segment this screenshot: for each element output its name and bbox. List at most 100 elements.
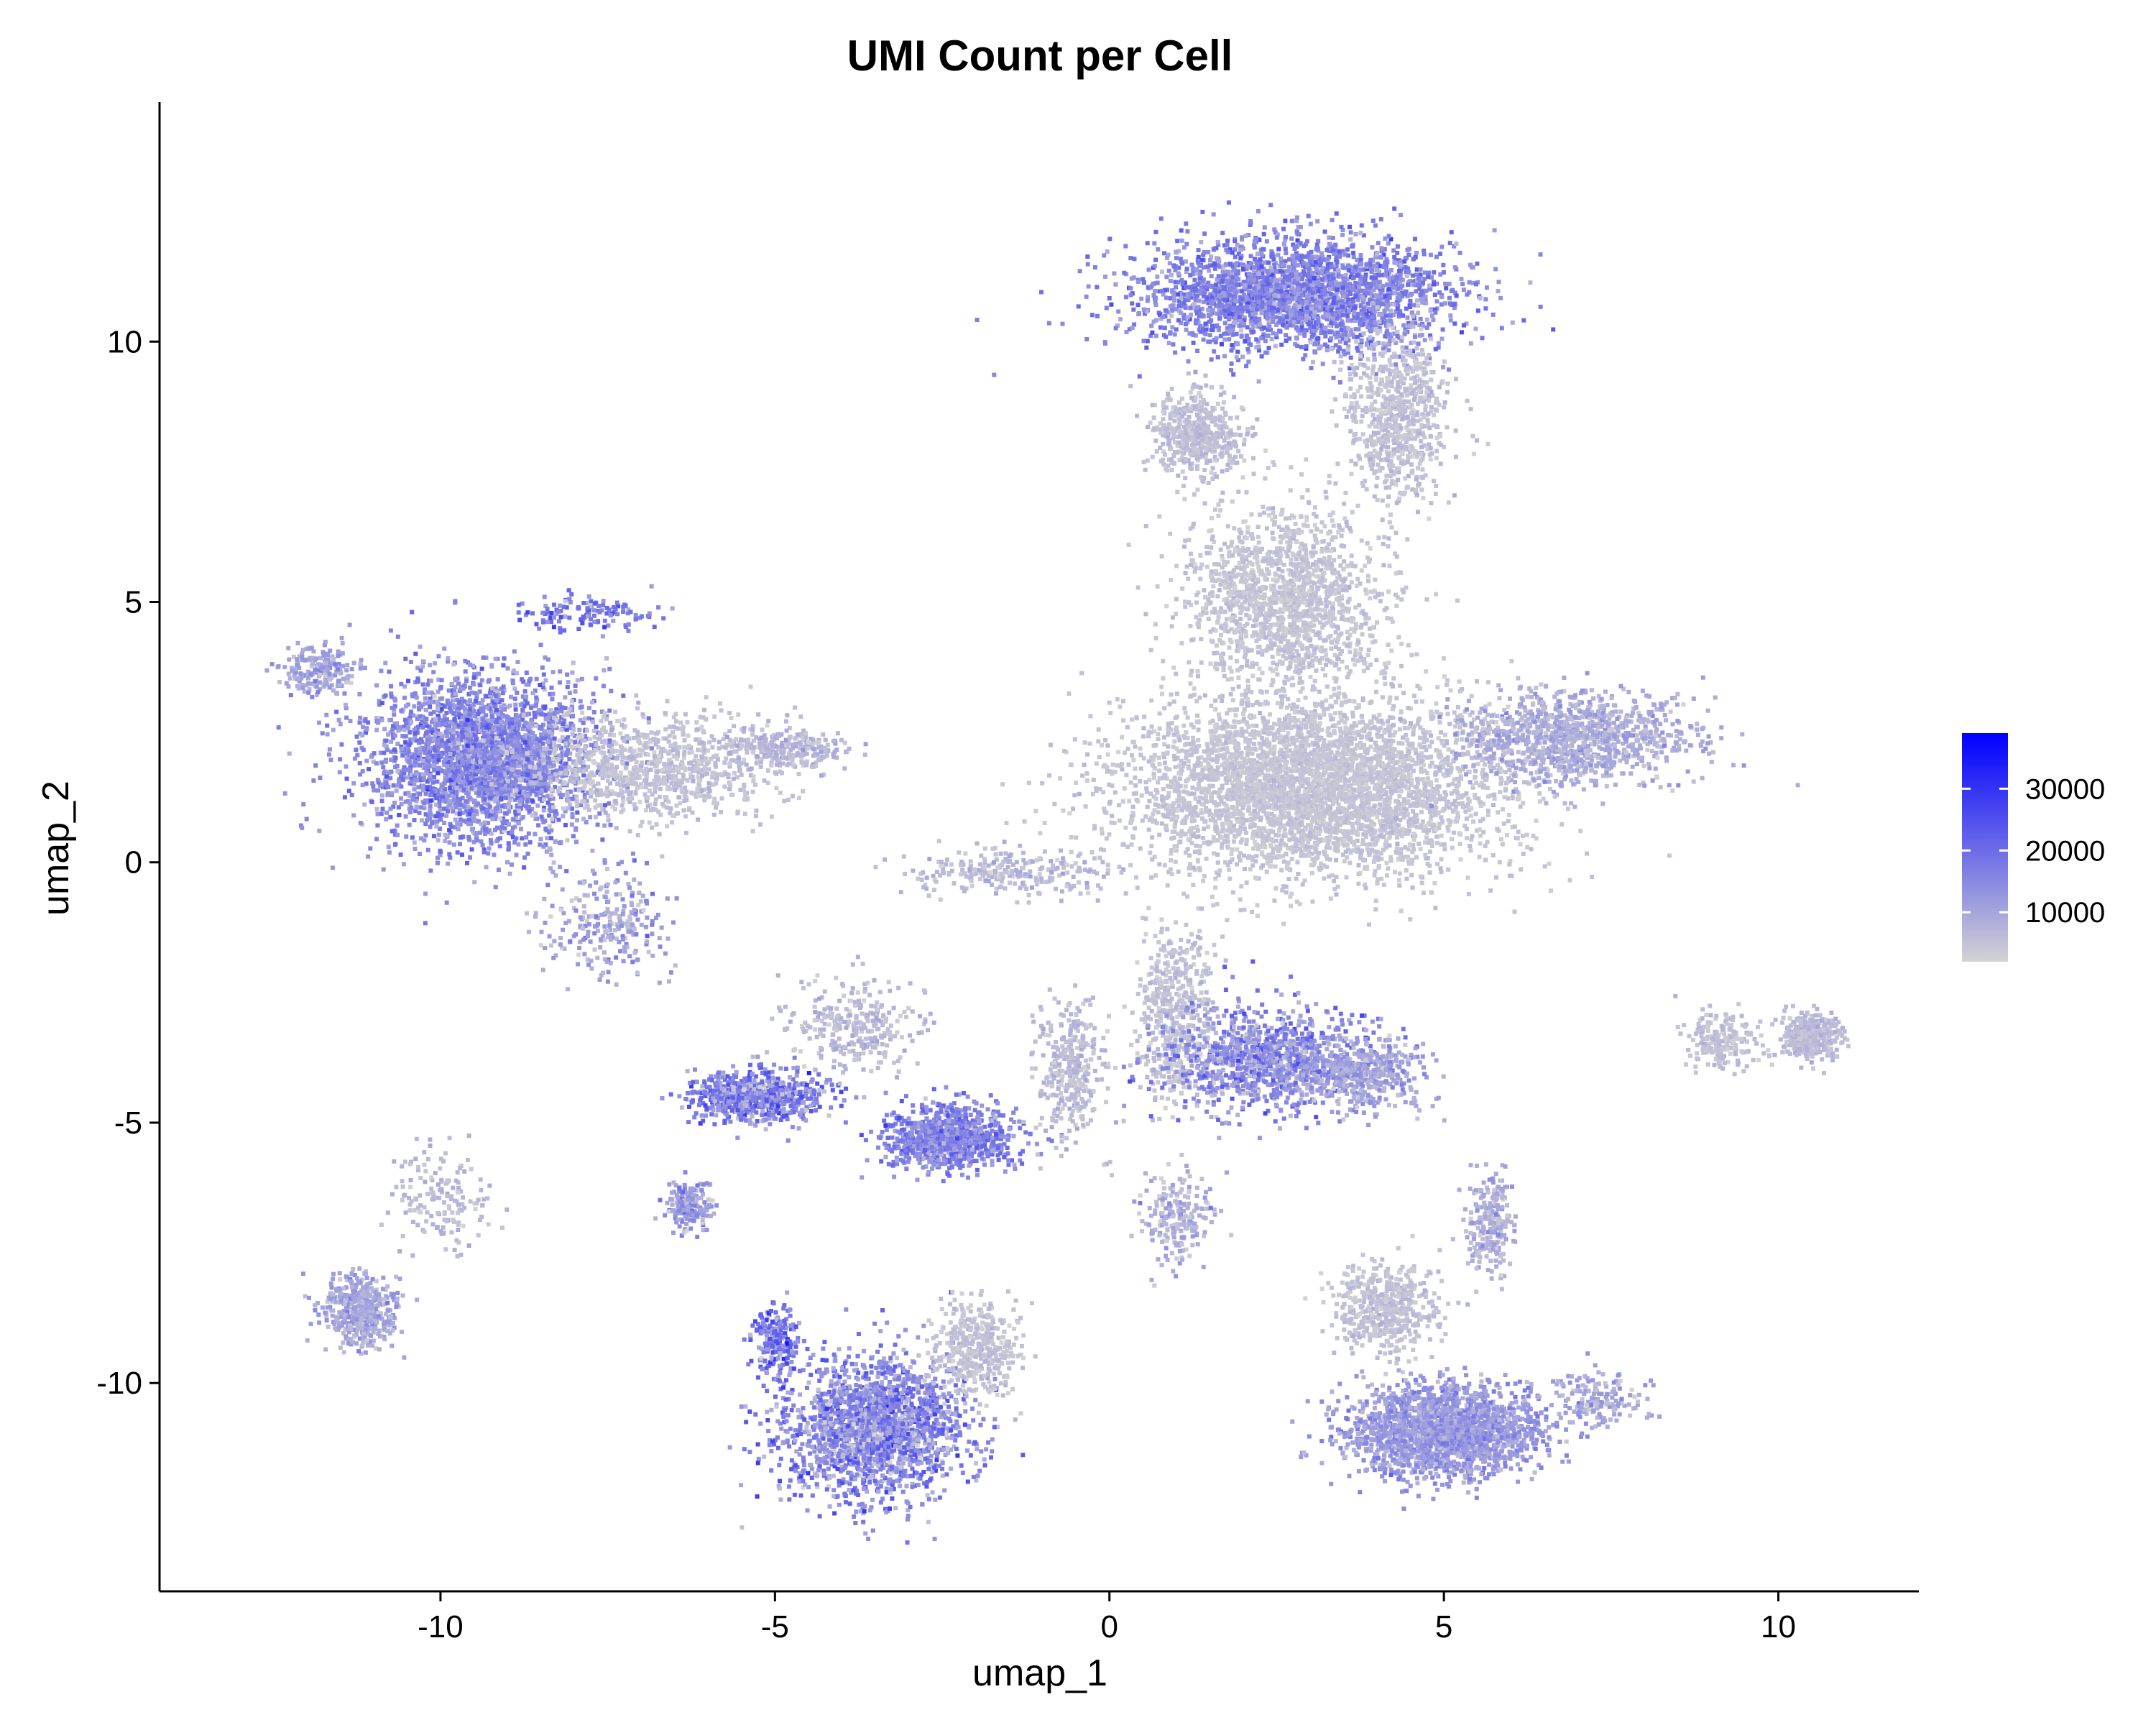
cell-point (1164, 295, 1169, 300)
cell-point (1404, 445, 1409, 449)
cell-point (1271, 531, 1275, 535)
cell-point (1421, 467, 1425, 472)
cell-point (1234, 262, 1238, 267)
cell-point (1386, 504, 1390, 508)
cell-point (1386, 452, 1391, 456)
cell-point (1470, 265, 1474, 270)
cell-point (1194, 267, 1199, 272)
cell-point (1393, 362, 1398, 367)
cell-point (1318, 620, 1322, 625)
cell-point (1154, 303, 1158, 307)
cell-point (1349, 395, 1353, 399)
cell-point (1222, 598, 1227, 602)
cell-point (1084, 295, 1089, 299)
cell-point (1235, 305, 1240, 310)
cell-point (1234, 433, 1238, 437)
cell-point (1388, 358, 1392, 362)
cell-point (1362, 331, 1366, 336)
cell-point (1194, 288, 1198, 293)
cell-point (1210, 417, 1214, 421)
cell-point (1178, 458, 1182, 462)
cell-point (1460, 277, 1464, 281)
cell-point (1270, 254, 1274, 259)
cell-point (1434, 299, 1439, 303)
cell-point (1262, 596, 1266, 600)
cell-point (1304, 344, 1309, 349)
cell-point (1240, 235, 1244, 239)
cell-point (1284, 251, 1288, 255)
cell-point (1480, 336, 1485, 340)
cell-point (1379, 364, 1383, 369)
cell-point (1327, 236, 1331, 240)
cell-point (1272, 463, 1276, 467)
cell-point (1297, 305, 1302, 309)
cell-point (1240, 334, 1244, 338)
cell-point (1388, 313, 1393, 318)
cell-point (1378, 419, 1382, 423)
cell-point (1325, 267, 1329, 272)
cell-point (1377, 456, 1381, 460)
cell-point (1189, 390, 1193, 395)
cell-point (1142, 339, 1146, 343)
cell-point (1161, 417, 1166, 421)
cell-point (1233, 321, 1238, 325)
cell-point (1239, 633, 1243, 638)
cell-point (1447, 500, 1451, 505)
cell-point (1356, 349, 1360, 353)
cell-point (1266, 282, 1270, 286)
cell-point (1368, 596, 1372, 600)
cell-point (1382, 563, 1386, 567)
cell-point (1399, 642, 1404, 646)
cell-point (1400, 450, 1404, 454)
cell-point (1360, 466, 1364, 470)
cell-point (1084, 337, 1089, 341)
cell-point (1455, 294, 1459, 298)
cell-point (1194, 593, 1199, 597)
cell-point (1220, 446, 1225, 450)
cell-point (1299, 345, 1304, 349)
cell-point (1419, 487, 1424, 492)
cell-point (1378, 382, 1382, 386)
cell-point (1266, 316, 1270, 321)
cell-point (1434, 592, 1438, 597)
cell-point (1146, 339, 1150, 344)
cell-point (1252, 303, 1256, 308)
cell-point (1260, 311, 1264, 316)
cell-point (1419, 445, 1424, 449)
cell-point (1210, 295, 1215, 299)
cell-point (1231, 687, 1235, 691)
cell-point (1434, 347, 1438, 351)
cell-point (1323, 648, 1327, 653)
cell-point (1349, 356, 1353, 360)
cell-point (1159, 216, 1164, 221)
cell-point (1465, 399, 1470, 403)
cell-point (1268, 638, 1273, 642)
cell-point (1136, 303, 1141, 307)
cell-point (1170, 325, 1174, 329)
cell-point (1379, 246, 1383, 250)
cell-point (1327, 474, 1332, 478)
cell-point (1182, 301, 1187, 305)
cell-point (1353, 462, 1358, 466)
cell-point (1171, 428, 1176, 432)
cell-point (1448, 241, 1452, 245)
cell-point (1395, 330, 1399, 334)
cell-point (1095, 285, 1099, 289)
cell-point (1386, 389, 1391, 393)
cell-point (1222, 668, 1226, 672)
cell-point (1279, 329, 1283, 334)
cell-point (1418, 362, 1422, 366)
cell-point (1396, 296, 1401, 300)
cell-point (1315, 280, 1319, 284)
cell-point (1212, 349, 1216, 354)
cell-point (1174, 672, 1178, 676)
cell-point (1285, 315, 1289, 319)
cell-point (1323, 293, 1327, 297)
cell-point (1416, 402, 1420, 406)
cell-point (1335, 260, 1340, 264)
cell-point (1222, 583, 1227, 587)
cell-point (1326, 531, 1330, 535)
cell-point (1211, 535, 1215, 539)
cell-point (1348, 377, 1353, 382)
cell-point (1251, 624, 1256, 628)
